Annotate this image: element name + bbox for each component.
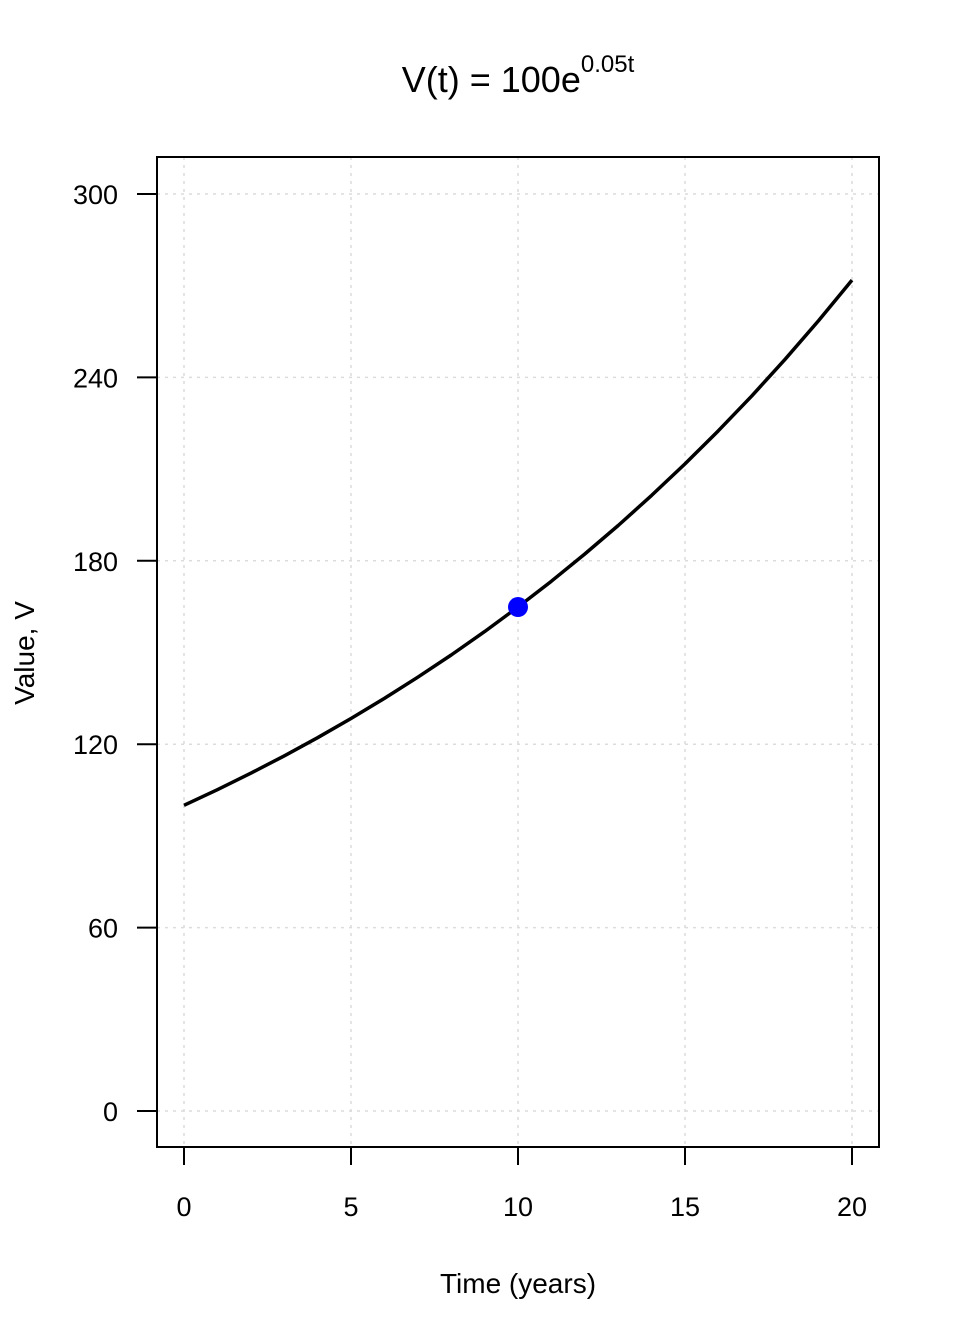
y-tick-label: 120 <box>73 730 118 760</box>
chart-title: V(t) = 100e0.05t <box>402 51 635 100</box>
y-tick-label: 300 <box>73 180 118 210</box>
chart-title-main: V(t) = 100e <box>402 59 581 100</box>
grid <box>157 157 879 1147</box>
y-tick-label: 60 <box>88 914 118 944</box>
x-tick-label: 5 <box>343 1192 358 1222</box>
y-axis-title: Value, V <box>9 601 40 705</box>
y-axis: 0 60 120 180 240 300 <box>73 180 158 1127</box>
x-tick-label: 20 <box>837 1192 867 1222</box>
x-axis-title: Time (years) <box>440 1268 596 1299</box>
y-tick-label: 240 <box>73 363 118 393</box>
y-tick-label: 180 <box>73 547 118 577</box>
chart-title-exponent: 0.05t <box>581 51 635 78</box>
y-tick-label: 0 <box>103 1097 118 1127</box>
x-tick-label: 0 <box>176 1192 191 1222</box>
x-tick-label: 15 <box>670 1192 700 1222</box>
curve-layer <box>183 278 854 807</box>
x-tick-label: 10 <box>503 1192 533 1222</box>
x-axis: 0 5 10 15 20 <box>176 1146 867 1222</box>
highlight-point <box>508 597 528 618</box>
